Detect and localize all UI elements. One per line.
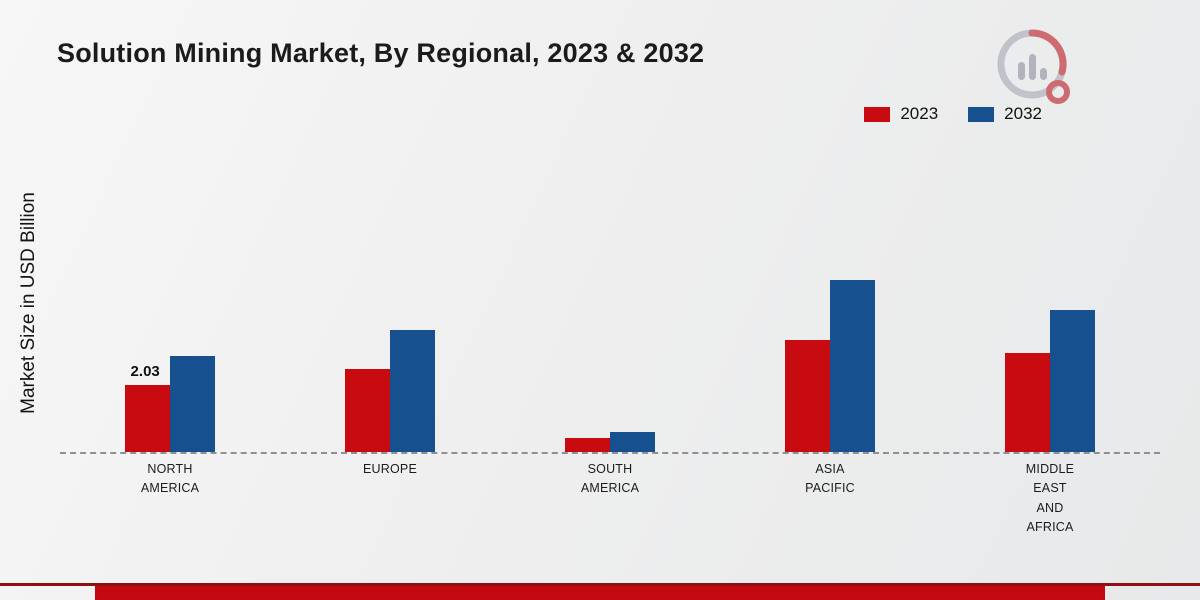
footer-accent-line — [0, 583, 1200, 586]
category-label: SOUTH AMERICA — [580, 462, 640, 496]
bar-2032 — [830, 280, 875, 452]
bar-value-label: 2.03 — [130, 363, 160, 380]
bar-2032 — [610, 432, 655, 452]
x-axis-category-labels: NORTH AMERICA EUROPE SOUTH AMERICA ASIA PAC… — [60, 460, 1160, 538]
footer-accent-bar — [95, 586, 1105, 600]
chart-title: Solution Mining Market, By Regional, 202… — [57, 38, 705, 68]
bar-2023: 2.03 — [125, 363, 170, 452]
category-label: MIDDLE EAST AND AFRICA — [1025, 462, 1075, 535]
legend-label-2023: 2023 — [900, 104, 939, 123]
legend-label-2032: 2032 — [1004, 104, 1042, 123]
bar-chart-plot-area: 2.03 — [60, 212, 1160, 452]
bar-2023 — [785, 340, 830, 452]
bar-2023 — [565, 438, 610, 452]
legend-swatch-2023 — [864, 106, 891, 122]
bar-2023 — [1005, 353, 1050, 452]
category-label: NORTH AMERICA — [140, 462, 200, 496]
x-axis-baseline — [60, 452, 1160, 454]
bar-group — [280, 330, 500, 452]
legend-item-2032: 2032 — [968, 104, 1042, 124]
bar-group: 2.03 — [60, 356, 280, 452]
brand-logo — [997, 29, 1070, 104]
bar-group — [940, 310, 1160, 452]
bar-2023 — [345, 369, 390, 452]
bar-2032 — [1050, 310, 1095, 452]
legend-item-2023: 2023 — [864, 104, 938, 124]
legend-swatch-2032 — [968, 106, 995, 122]
bar-2032 — [390, 330, 435, 452]
category-label: ASIA PACIFIC — [805, 462, 855, 496]
y-axis-label: Market Size in USD Billion — [18, 192, 39, 414]
bar-group — [500, 432, 720, 452]
category-label: EUROPE — [363, 462, 417, 476]
bar-2032 — [170, 356, 215, 452]
legend: 2023 2032 — [864, 104, 1042, 124]
bar-group — [720, 280, 940, 452]
